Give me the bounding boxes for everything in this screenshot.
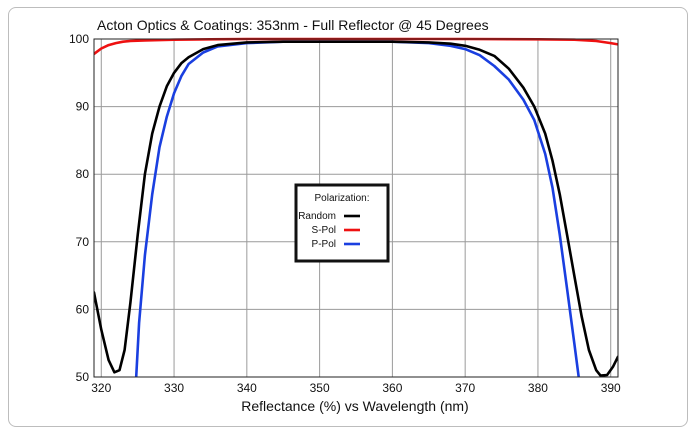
x-axis-label: Reflectance (%) vs Wavelength (nm)	[241, 398, 468, 414]
legend-label: Random	[298, 211, 336, 222]
y-tick-label: 100	[69, 32, 89, 46]
legend-label: P-Pol	[312, 239, 336, 250]
x-tick-label: 330	[164, 381, 184, 395]
x-tick-label: 360	[382, 381, 402, 395]
x-tick-label: 350	[310, 381, 330, 395]
y-tick-label: 50	[76, 370, 90, 384]
plot-border	[93, 38, 619, 378]
legend-title: Polarization:	[314, 193, 369, 204]
chart-title: Acton Optics & Coatings: 353nm - Full Re…	[97, 17, 489, 33]
legend: Polarization: Random S-Pol P-Pol	[294, 183, 390, 263]
x-tick-label: 370	[455, 381, 475, 395]
x-tick-label: 380	[528, 381, 548, 395]
series-line-random	[94, 40, 618, 377]
legend-label: S-Pol	[312, 225, 336, 236]
y-tick-label: 90	[76, 100, 90, 114]
x-tick-label: 320	[91, 381, 111, 395]
x-tick-label: 390	[601, 381, 621, 395]
legend-entries: Random S-Pol P-Pol	[298, 211, 360, 250]
x-tick-labels: 320 330 340 350 360 370 380 390	[91, 381, 621, 395]
legend-box	[294, 183, 390, 263]
y-tick-label: 60	[76, 302, 90, 316]
y-tick-labels: 50 60 70 80 90 100	[69, 32, 89, 384]
y-tick-label: 80	[76, 167, 90, 181]
x-tick-label: 340	[237, 381, 257, 395]
y-tick-label: 70	[76, 235, 90, 249]
